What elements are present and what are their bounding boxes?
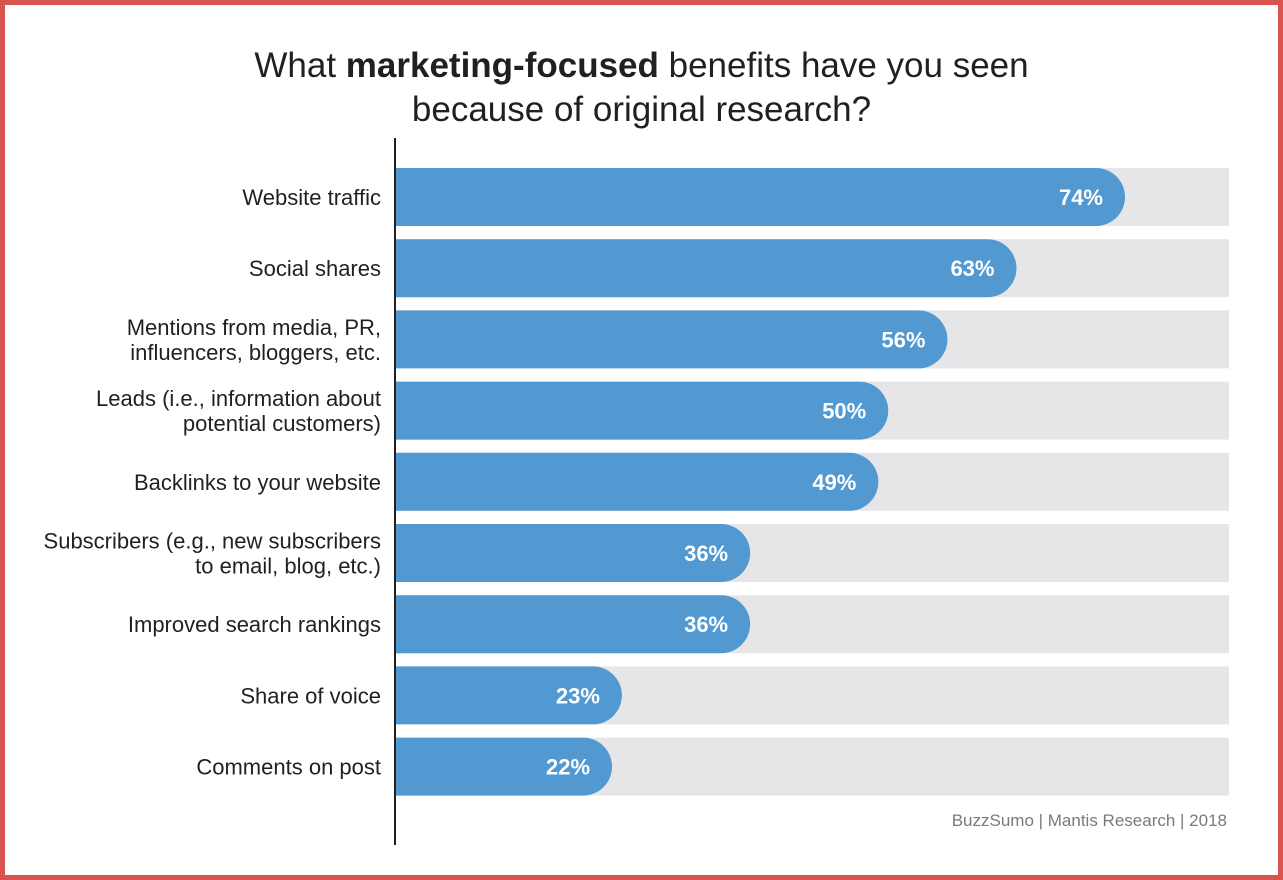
bar (395, 524, 751, 582)
category-label: Improved search rankings (128, 612, 381, 637)
chart-title: What marketing-focused benefits have you… (0, 44, 1283, 132)
bar (395, 666, 622, 725)
category-label: Social shares (249, 256, 381, 281)
bar-value-label: 49% (812, 470, 856, 495)
bar (395, 381, 889, 440)
bar-value-label: 36% (684, 541, 728, 566)
bar-value-label: 63% (950, 256, 994, 281)
bar (395, 737, 613, 796)
bar-value-label: 22% (546, 755, 590, 780)
category-label: Share of voice (240, 683, 381, 708)
category-label: Website traffic (242, 185, 381, 210)
bar (395, 168, 1125, 226)
title-suffix: benefits have you seen (658, 46, 1029, 85)
category-label: to email, blog, etc.) (195, 554, 381, 579)
title-bold: marketing-focused (345, 46, 659, 85)
title-line-2: because of original research? (411, 90, 872, 129)
title-prefix: What (254, 46, 346, 85)
bar-value-label: 50% (822, 399, 866, 424)
category-label: potential customers) (183, 411, 381, 436)
bar-value-label: 74% (1059, 185, 1103, 210)
bar-value-label: 56% (881, 327, 925, 352)
category-label: Mentions from media, PR, (127, 315, 381, 340)
bar (395, 310, 948, 369)
category-label: Leads (i.e., information about (96, 386, 381, 411)
category-label: Comments on post (196, 755, 381, 780)
source-credit: BuzzSumo | Mantis Research | 2018 (951, 811, 1227, 830)
bar-value-label: 36% (684, 612, 728, 637)
bar (395, 595, 751, 654)
title-line-1: What marketing-focused benefits have you… (0, 44, 1283, 88)
bar (395, 239, 1017, 298)
bar-value-label: 23% (556, 683, 600, 708)
bar (395, 452, 879, 511)
category-label: Subscribers (e.g., new subscribers (44, 529, 381, 554)
category-label: Backlinks to your website (134, 470, 381, 495)
category-label: influencers, bloggers, etc. (130, 340, 381, 365)
